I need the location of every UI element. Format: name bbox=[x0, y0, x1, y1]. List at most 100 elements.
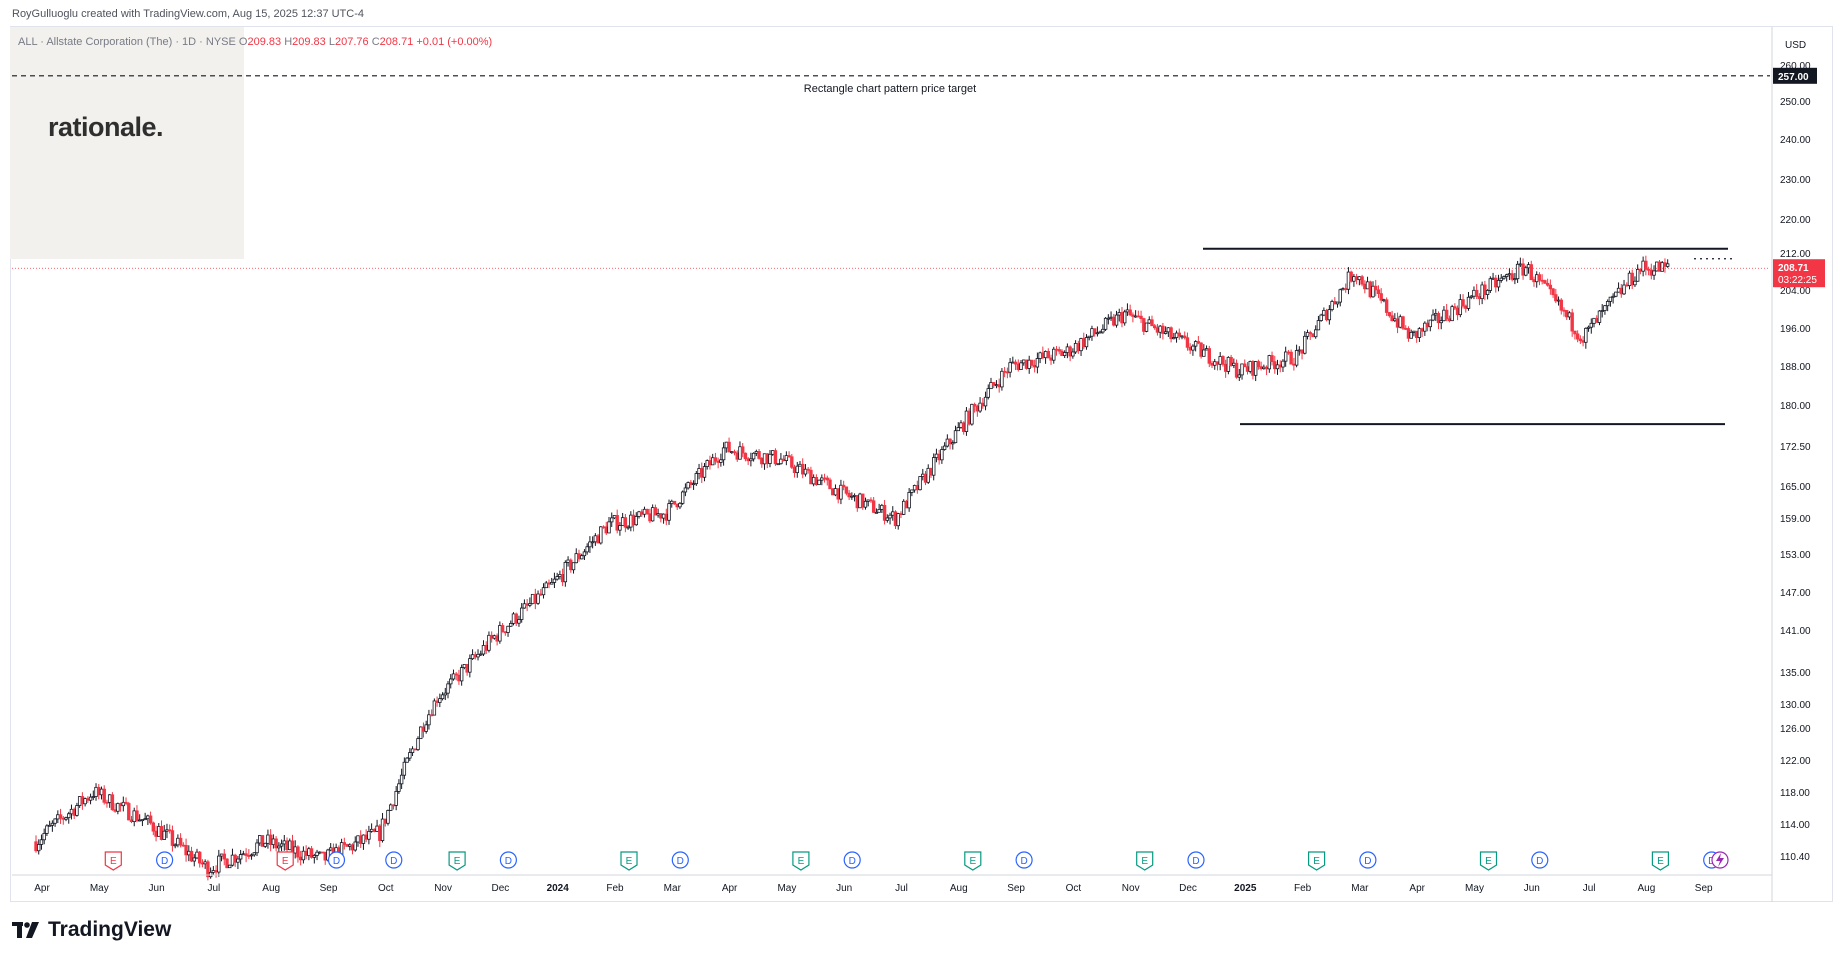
candle-body bbox=[178, 837, 183, 846]
x-tick-label: Oct bbox=[378, 883, 394, 894]
candle-body bbox=[72, 808, 76, 816]
candle-body bbox=[1289, 351, 1293, 365]
candle-body bbox=[1657, 261, 1662, 272]
dividend-label: D bbox=[1192, 856, 1199, 867]
candle-body bbox=[817, 479, 821, 486]
candle-body bbox=[263, 842, 267, 847]
candle-body bbox=[574, 553, 578, 564]
candle-body bbox=[1450, 306, 1454, 322]
candle-body bbox=[953, 430, 958, 444]
dividend-label: D bbox=[1364, 856, 1371, 867]
candle-body bbox=[1344, 288, 1348, 290]
candle-body bbox=[1360, 276, 1364, 285]
earnings-label: E bbox=[1141, 856, 1148, 867]
candle-body bbox=[836, 488, 840, 500]
candle-body bbox=[1472, 289, 1476, 297]
candle-body bbox=[233, 854, 237, 863]
candle-body bbox=[888, 514, 892, 519]
candle-body bbox=[293, 846, 297, 854]
candle-body bbox=[118, 803, 123, 807]
candle-body bbox=[184, 844, 188, 856]
earnings-icon bbox=[104, 851, 122, 871]
candle-body bbox=[694, 473, 699, 485]
candle-body bbox=[320, 851, 325, 854]
earnings-icon bbox=[276, 851, 294, 871]
candle-body bbox=[1016, 363, 1020, 370]
candle-body bbox=[1267, 355, 1272, 370]
x-tick-label: Jul bbox=[208, 883, 221, 894]
x-tick-label: Aug bbox=[1638, 883, 1656, 894]
candle-body bbox=[511, 613, 516, 624]
candle-body bbox=[211, 870, 216, 873]
brand[interactable]: TradingView bbox=[12, 918, 171, 942]
candle-body bbox=[408, 752, 412, 759]
earnings-label: E bbox=[1313, 856, 1320, 867]
symbol-name[interactable]: ALL · Allstate Corporation (The) · 1D · … bbox=[18, 36, 236, 48]
candle-body bbox=[348, 844, 352, 847]
candle-body bbox=[1131, 314, 1135, 317]
candle-body bbox=[279, 843, 284, 847]
candle-body bbox=[629, 514, 633, 528]
high-label: H bbox=[284, 36, 293, 48]
events-layer: EDEDDEDEDEDEDEDEDEDED bbox=[104, 851, 1729, 871]
x-tick-label: 2024 bbox=[547, 883, 570, 894]
candle-body bbox=[1453, 306, 1457, 309]
dividend-icon bbox=[156, 851, 174, 869]
candle-body bbox=[1270, 355, 1274, 363]
candle-body bbox=[550, 582, 554, 585]
candle-body bbox=[380, 818, 385, 841]
candle-body bbox=[1586, 326, 1591, 329]
x-tick-label: Sep bbox=[320, 883, 338, 894]
candle-body bbox=[1316, 320, 1321, 331]
candle-body bbox=[509, 623, 513, 627]
y-tick-label: 118.00 bbox=[1780, 788, 1810, 799]
candle-body bbox=[588, 541, 592, 548]
candle-body bbox=[1098, 331, 1102, 334]
candle-body bbox=[653, 507, 658, 516]
candle-body bbox=[656, 513, 660, 516]
candle-body bbox=[659, 513, 663, 519]
candle-body bbox=[831, 488, 835, 496]
symbol-legend[interactable]: ALL · Allstate Corporation (The) · 1D · … bbox=[18, 36, 492, 48]
candle-body bbox=[983, 396, 988, 407]
candle-body bbox=[298, 856, 303, 861]
candle-body bbox=[440, 694, 445, 700]
candle-body bbox=[1513, 278, 1517, 281]
candle-body bbox=[64, 817, 68, 820]
candle-body bbox=[446, 683, 450, 694]
candle-body bbox=[891, 511, 895, 516]
candle-body bbox=[378, 825, 382, 841]
candle-body bbox=[552, 578, 557, 583]
candle-body bbox=[1193, 341, 1198, 347]
candle-body bbox=[1256, 361, 1261, 368]
candle-body bbox=[1032, 364, 1037, 368]
candle-body bbox=[1652, 270, 1656, 276]
candle-body bbox=[1330, 301, 1334, 310]
candle-body bbox=[225, 858, 229, 869]
candle-body bbox=[910, 489, 914, 493]
candle-body bbox=[1095, 332, 1100, 335]
candle-body bbox=[489, 634, 494, 639]
earnings-label: E bbox=[110, 856, 117, 867]
candle-body bbox=[593, 535, 598, 543]
earnings-label: E bbox=[626, 856, 633, 867]
candle-body bbox=[580, 555, 584, 560]
candle-body bbox=[1172, 337, 1176, 340]
candle-body bbox=[143, 818, 147, 821]
candle-body bbox=[869, 499, 873, 502]
candle-body bbox=[1589, 322, 1593, 328]
candle-body bbox=[1374, 285, 1378, 291]
candle-body bbox=[484, 645, 488, 651]
y-tick-label: 147.00 bbox=[1780, 588, 1811, 599]
candle-body bbox=[871, 500, 876, 513]
candle-body bbox=[1213, 361, 1217, 366]
dividend-icon bbox=[1359, 851, 1377, 869]
candle-body bbox=[1565, 310, 1569, 318]
dividend-label: D bbox=[677, 856, 684, 867]
candle-body bbox=[514, 613, 518, 624]
candle-body bbox=[309, 848, 314, 858]
candle-body bbox=[214, 870, 218, 873]
x-tick-label: Oct bbox=[1066, 883, 1082, 894]
candle-body bbox=[495, 635, 499, 642]
